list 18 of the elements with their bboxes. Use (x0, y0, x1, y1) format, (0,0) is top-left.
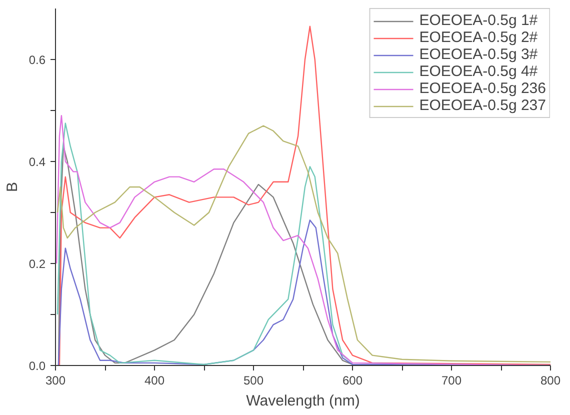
y-axis-title: B (4, 182, 21, 192)
x-tick-label: 400 (144, 374, 165, 388)
y-tick-label: 0.4 (28, 155, 46, 169)
y-tick-label: 0.0 (28, 359, 46, 373)
x-axis-title: Wavelength (nm) (246, 392, 360, 410)
y-tick-label: 0.2 (28, 257, 46, 271)
x-tick-label: 800 (540, 374, 561, 388)
legend-label: EOEOEA-0.5g 4# (419, 63, 538, 80)
legend-label: EOEOEA-0.5g 237 (419, 97, 546, 114)
x-tick-label: 600 (342, 374, 363, 388)
legend-label: EOEOEA-0.5g 236 (419, 80, 546, 97)
x-tick-label: 300 (45, 374, 66, 388)
x-tick-label: 500 (243, 374, 264, 388)
legend-label: EOEOEA-0.5g 1# (419, 12, 538, 29)
legend-label: EOEOEA-0.5g 2# (419, 29, 538, 46)
legend-label: EOEOEA-0.5g 3# (419, 46, 538, 63)
y-tick-label: 0.6 (28, 53, 46, 67)
x-tick-label: 700 (441, 374, 462, 388)
